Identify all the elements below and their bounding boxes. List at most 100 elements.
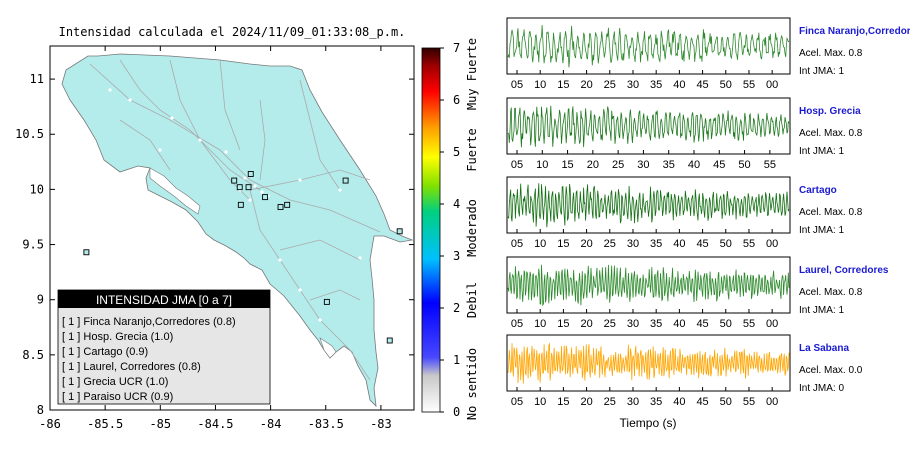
time-tick-label: 25 [604, 79, 616, 91]
waveform-panel: 05 10 15 20 25 30 35 40 45 50 55 Hosp. Grecia Acel. … [506, 97, 863, 171]
waveform-accel: Acel. Max. 0.8 [799, 128, 863, 139]
waveform-station-name: Laurel, Corredores [799, 265, 889, 276]
waveform-panel: 05 10 15 20 25 30 35 40 45 50 55 00 Cartago Acel. Max… [506, 176, 863, 250]
legend-item: [ 1 ] Finca Naranjo,Corredores (0.8) [62, 316, 236, 328]
legend-item: [ 1 ] Laurel, Corredores (0.8) [62, 361, 201, 373]
waveform-panel: 05 10 15 20 25 30 35 40 45 50 55 00 Finca Naranjo,Co… [506, 17, 910, 91]
station-markers [83, 171, 403, 344]
colorbar-tick-label: 6 [453, 93, 460, 107]
legend-item: [ 1 ] Hosp. Grecia (1.0) [62, 331, 173, 343]
time-tick-label: 05 [511, 238, 523, 250]
lat-tick-label: 9.5 [22, 238, 44, 252]
time-tick-label: 50 [720, 318, 732, 330]
costa-rica-land [61, 53, 414, 408]
time-tick-label: 25 [604, 396, 616, 408]
station-marker [396, 228, 403, 235]
time-tick-label: 05 [511, 159, 523, 171]
station-marker [262, 194, 269, 201]
waveform-jma: Int JMA: 1 [799, 146, 844, 157]
time-tick-label: 45 [696, 238, 708, 250]
legend-item: [ 1 ] Paraiso UCR (0.9) [62, 391, 173, 403]
time-tick-label: 20 [580, 238, 592, 250]
colorbar-label: No sentido [465, 348, 479, 420]
waveform-accel: Acel. Max. 0.8 [799, 287, 863, 298]
time-tick-label: 05 [511, 79, 523, 91]
station-marker [284, 201, 291, 208]
waveform-panel: 05 10 15 20 25 30 35 40 45 50 55 00 Laurel, Corredor… [506, 256, 889, 330]
waveform-station-name: Cartago [799, 185, 837, 196]
time-tick-label: 20 [580, 396, 592, 408]
lat-tick-label: 10 [30, 182, 44, 196]
waveform-trace [507, 264, 790, 307]
time-tick-label: 15 [561, 159, 573, 171]
lon-tick-label: -83 [370, 417, 392, 431]
time-axis-label: Tiempo (s) [620, 416, 677, 430]
time-tick-label: 25 [612, 159, 624, 171]
lon-tick-label: -86 [39, 417, 61, 431]
map-title: Intensidad calculada el 2024/11/09_01:33… [59, 25, 406, 39]
waveform-trace [507, 105, 790, 148]
colorbar-tick-label: 2 [453, 301, 460, 315]
time-tick-label: 10 [534, 396, 546, 408]
time-tick-label: 10 [534, 79, 546, 91]
time-tick-label: 30 [637, 159, 649, 171]
time-tick-label: 35 [650, 318, 662, 330]
colorbar-label: Moderado [465, 199, 479, 257]
time-tick-label: 45 [696, 318, 708, 330]
time-tick-label: 35 [650, 396, 662, 408]
time-tick-label: 50 [720, 79, 732, 91]
legend-title-bar [58, 290, 270, 308]
time-tick-label: 45 [696, 396, 708, 408]
time-tick-label: 00 [766, 79, 778, 91]
lat-axis: 11 10.5 10 9.5 9 8.5 8 [15, 72, 414, 417]
time-tick-label: 10 [534, 238, 546, 250]
time-tick-label: 30 [627, 238, 639, 250]
lon-tick-label: -85.5 [87, 417, 123, 431]
time-tick-label: 25 [604, 318, 616, 330]
colorbar-ticks: 0 1 2 3 4 5 6 7 [440, 41, 460, 419]
colorbar-tick-label: 5 [453, 145, 460, 159]
time-tick-label: 30 [627, 79, 639, 91]
time-tick-label: 35 [663, 159, 675, 171]
waveform-jma: Int JMA: 0 [799, 383, 844, 394]
time-tick-label: 05 [511, 318, 523, 330]
station-marker [323, 298, 330, 305]
time-tick-label: 25 [604, 238, 616, 250]
waveform-accel: Acel. Max. 0.8 [799, 207, 863, 218]
lat-tick-label: 8 [37, 403, 44, 417]
lat-tick-label: 9 [37, 293, 44, 307]
map-points [108, 88, 362, 322]
time-tick-label: 15 [557, 238, 569, 250]
time-tick-label: 20 [580, 79, 592, 91]
legend-item: [ 1 ] Grecia UCR (1.0) [62, 376, 168, 388]
waveform-jma: Int JMA: 1 [799, 225, 844, 236]
station-marker [386, 337, 393, 344]
time-tick-label: 55 [764, 159, 776, 171]
colorbar-label: Debil [465, 282, 479, 318]
time-tick-label: 50 [720, 238, 732, 250]
intensity-legend: INTENSIDAD JMA [0 a 7] [ 1 ] Finca Naran… [57, 289, 271, 405]
colorbar-tick-label: 7 [453, 41, 460, 55]
time-tick-label: 30 [627, 396, 639, 408]
colorbar-tick-label: 4 [453, 197, 460, 211]
lat-tick-label: 10.5 [15, 127, 44, 141]
time-tick-label: 50 [720, 396, 732, 408]
time-tick-label: 10 [534, 318, 546, 330]
waveform-station-name: La Sabana [799, 343, 849, 354]
waveform-station-name: Hosp. Grecia [799, 106, 861, 117]
time-tick-label: 40 [688, 159, 700, 171]
colorbar-tick-label: 0 [453, 405, 460, 419]
lon-tick-label: -84.5 [197, 417, 233, 431]
time-tick-label: 40 [673, 79, 685, 91]
station-marker [245, 184, 252, 191]
colorbar-label: Fuerte [465, 128, 479, 171]
station-marker [83, 249, 90, 256]
time-tick-label: 35 [650, 238, 662, 250]
intensity-colorbar [421, 47, 441, 413]
lat-tick-label: 8.5 [22, 348, 44, 362]
time-tick-label: 45 [713, 159, 725, 171]
time-tick-label: 55 [743, 238, 755, 250]
legend-item: [ 1 ] Cartago (0.9) [62, 346, 148, 358]
time-tick-label: 00 [766, 318, 778, 330]
